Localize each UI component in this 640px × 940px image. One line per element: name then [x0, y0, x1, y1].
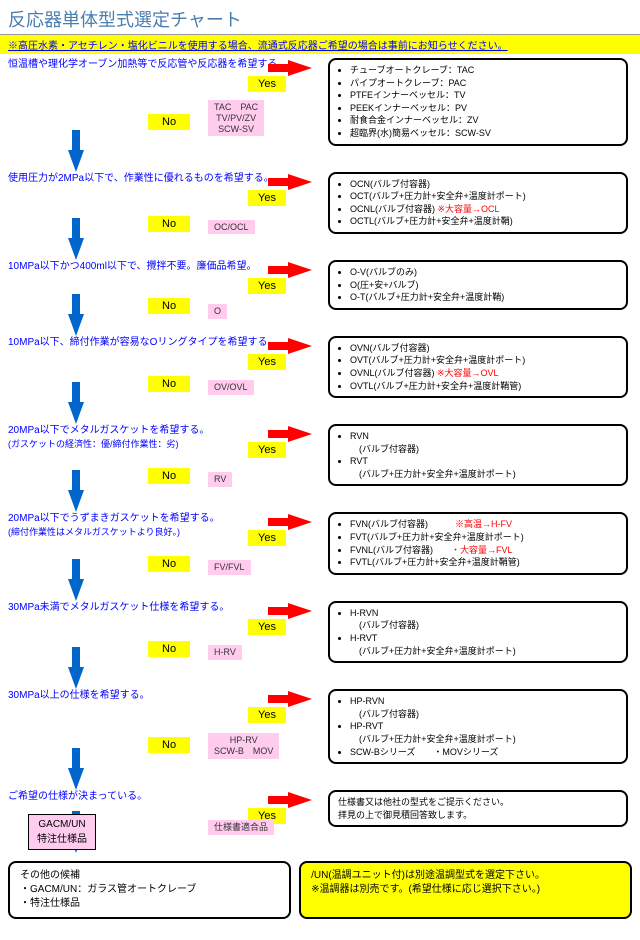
down-arrow [68, 667, 84, 689]
yes-arrow [288, 792, 312, 808]
result-item: OCTL(バルブ+圧力計+安全弁+温度計鞘) [350, 215, 618, 228]
other-candidates-box: その他の候補・GACM/UN：ガラス管オートクレーブ・特注仕様品 [8, 861, 291, 919]
result-box: HP-RVN (バルブ付容器)HP-RVT (バルブ+圧力計+安全弁+温度計ポー… [328, 689, 628, 764]
no-label: No [148, 556, 190, 572]
no-label: No [148, 737, 190, 753]
result-item: OVNL(バルブ付容器) ※大容量→OVL [350, 367, 618, 380]
no-result-box: OV/OVL [208, 380, 254, 395]
result-item: FVT(バルブ+圧力計+安全弁+温度計ポート) [350, 531, 618, 544]
down-arrow [68, 314, 84, 336]
yes-label: Yes [248, 354, 286, 370]
result-item: O-V(バルブのみ) [350, 266, 618, 279]
no-label: No [148, 298, 190, 314]
result-item: O(圧+安+バルブ) [350, 279, 618, 292]
flowchart: 恒温槽や理化学オーブン加熱等で反応管や反応器を希望する。YesNoTAC PAC… [0, 54, 640, 923]
no-result-box: FV/FVL [208, 560, 251, 575]
no-result-box: OC/OCL [208, 220, 255, 235]
result-box: OVN(バルブ付容器)OVT(バルブ+圧力計+安全弁+温度計ポート)OVNL(バ… [328, 336, 628, 398]
no-result-box: RV [208, 472, 232, 487]
result-item: OVTL(バルブ+圧力計+安全弁+温度計鞘管) [350, 380, 618, 393]
result-item: OVT(バルブ+圧力計+安全弁+温度計ポート) [350, 354, 618, 367]
result-item: PTFEインナーベッセル：TV [350, 89, 618, 102]
yes-label: Yes [248, 707, 286, 723]
result-box: FVN(バルブ付容器) ※高温→H-FVFVT(バルブ+圧力計+安全弁+温度計ポ… [328, 512, 628, 574]
no-result-box: H-RV [208, 645, 242, 660]
result-box: RVN (バルブ付容器)RVT (バルブ+圧力計+安全弁+温度計ポート) [328, 424, 628, 486]
warning-banner: ※高圧水素・アセチレン・塩化ビニルを使用する場合、流通式反応器ご希望の場合は事前… [0, 35, 640, 54]
yes-label: Yes [248, 530, 286, 546]
yes-arrow [288, 262, 312, 278]
down-arrow [68, 579, 84, 601]
page-title: 反応器単体型式選定チャート [0, 0, 640, 35]
result-box: O-V(バルブのみ)O(圧+安+バルブ)O-T(バルブ+圧力計+安全弁+温度計鞘… [328, 260, 628, 310]
yes-arrow [288, 603, 312, 619]
yes-label: Yes [248, 76, 286, 92]
yes-label: Yes [248, 619, 286, 635]
no-result-box: TAC PACTV/PV/ZVSCW-SV [208, 100, 264, 136]
yes-arrow [288, 426, 312, 442]
gacm-box: GACM/UN特注仕様品 [28, 814, 96, 850]
no-label: No [148, 114, 190, 130]
result-item: PEEKインナーベッセル：PV [350, 102, 618, 115]
yes-arrow [288, 60, 312, 76]
yes-label: Yes [248, 278, 286, 294]
result-item: H-RVT (バルブ+圧力計+安全弁+温度計ポート) [350, 632, 618, 657]
result-item: O-T(バルブ+圧力計+安全弁+温度計鞘) [350, 291, 618, 304]
down-arrow [68, 402, 84, 424]
result-item: SCW-Bシリーズ ・MOVシリーズ [350, 746, 618, 759]
result-item: FVNL(バルブ付容器) ・大容量→FVL [350, 544, 618, 557]
no-label: No [148, 376, 190, 392]
result-item: H-RVN (バルブ付容器) [350, 607, 618, 632]
result-item: RVT (バルブ+圧力計+安全弁+温度計ポート) [350, 455, 618, 480]
result-item: OVN(バルブ付容器) [350, 342, 618, 355]
result-box: チューブオートクレーブ：TACパイプオートクレーブ：PACPTFEインナーベッセ… [328, 58, 628, 146]
result-item: FVTL(バルブ+圧力計+安全弁+温度計鞘管) [350, 556, 618, 569]
result-item: 耐食合金インナーベッセル：ZV [350, 114, 618, 127]
down-arrow [68, 238, 84, 260]
down-arrow [68, 768, 84, 790]
no-label: No [148, 468, 190, 484]
result-item: OCT(バルブ+圧力計+安全弁+温度計ポート) [350, 190, 618, 203]
result-item: HP-RVN (バルブ付容器) [350, 695, 618, 720]
result-item: HP-RVT (バルブ+圧力計+安全弁+温度計ポート) [350, 720, 618, 745]
no-result-box: 仕様書適合品 [208, 820, 274, 835]
yes-arrow [288, 514, 312, 530]
down-arrow [68, 490, 84, 512]
yes-label: Yes [248, 190, 286, 206]
result-item: OCNL(バルブ付容器) ※大容量→OCL [350, 203, 618, 216]
result-box: OCN(バルブ付容器)OCT(バルブ+圧力計+安全弁+温度計ポート)OCNL(バ… [328, 172, 628, 234]
result-item: 超臨界(水)簡易ベッセル：SCW-SV [350, 127, 618, 140]
yes-arrow [288, 174, 312, 190]
result-item: FVN(バルブ付容器) ※高温→H-FV [350, 518, 618, 531]
result-box: H-RVN (バルブ付容器)H-RVT (バルブ+圧力計+安全弁+温度計ポート) [328, 601, 628, 663]
yes-arrow [288, 338, 312, 354]
result-item: RVN (バルブ付容器) [350, 430, 618, 455]
yes-label: Yes [248, 442, 286, 458]
result-box: 仕様書又は他社の型式をご提示ください。拝見の上で御見積回答致します。 [328, 790, 628, 827]
no-label: No [148, 216, 190, 232]
down-arrow [68, 150, 84, 172]
result-item: チューブオートクレーブ：TAC [350, 64, 618, 77]
result-item: OCN(バルブ付容器) [350, 178, 618, 191]
yes-arrow [288, 691, 312, 707]
un-notice-box: /UN(温調ユニット付)は別途温調型式を選定下さい。※温調器は別売です。(希望仕… [299, 861, 632, 919]
no-result-box: HP-RVSCW-B MOV [208, 733, 279, 759]
result-item: パイプオートクレーブ：PAC [350, 77, 618, 90]
no-result-box: O [208, 304, 227, 319]
no-label: No [148, 641, 190, 657]
